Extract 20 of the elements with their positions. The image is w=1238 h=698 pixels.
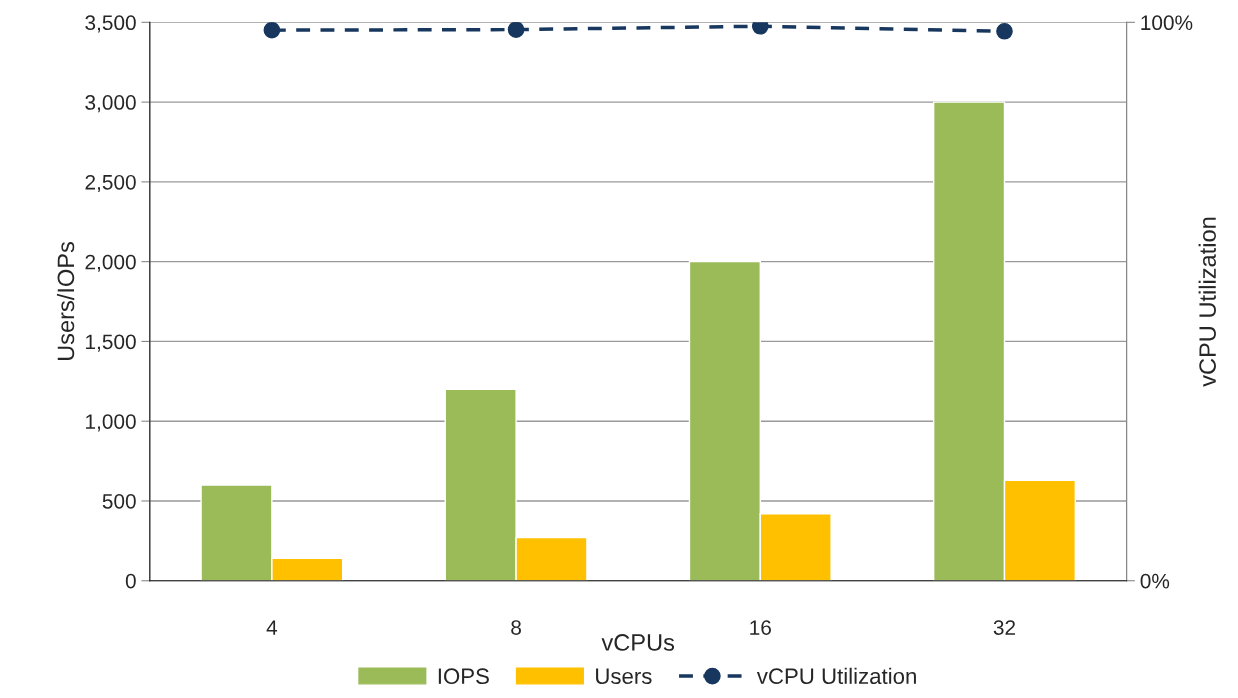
x-axis-title: vCPUs <box>601 634 675 651</box>
x-tick-label: 4 <box>266 620 278 635</box>
y2-tick-label: 100% <box>1141 15 1193 31</box>
y-tick-label: 1,500 <box>86 334 136 352</box>
y2-tick-label: 0% <box>1140 573 1170 589</box>
y-tick-label: 2,500 <box>85 174 136 193</box>
x-tick-label: 16 <box>750 620 771 635</box>
y2-axis-title: vCPU Utilization <box>1198 217 1216 387</box>
x-tick-label: 32 <box>993 620 1016 635</box>
legend-label: IOPS <box>438 668 489 685</box>
y-tick-label: 500 <box>102 493 136 509</box>
y-tick-label: 0 <box>125 573 136 589</box>
y-tick-label: 3,500 <box>85 15 136 33</box>
y-axis-title: Users/IOPs <box>56 242 75 361</box>
legend-label: vCPU Utilization <box>756 667 916 685</box>
legend-label: Users <box>596 668 652 685</box>
y-tick-label: 1,000 <box>86 414 136 432</box>
x-tick-label: 8 <box>511 620 521 635</box>
y-tick-label: 3,000 <box>85 95 136 113</box>
y-tick-label: 2,000 <box>85 254 136 272</box>
